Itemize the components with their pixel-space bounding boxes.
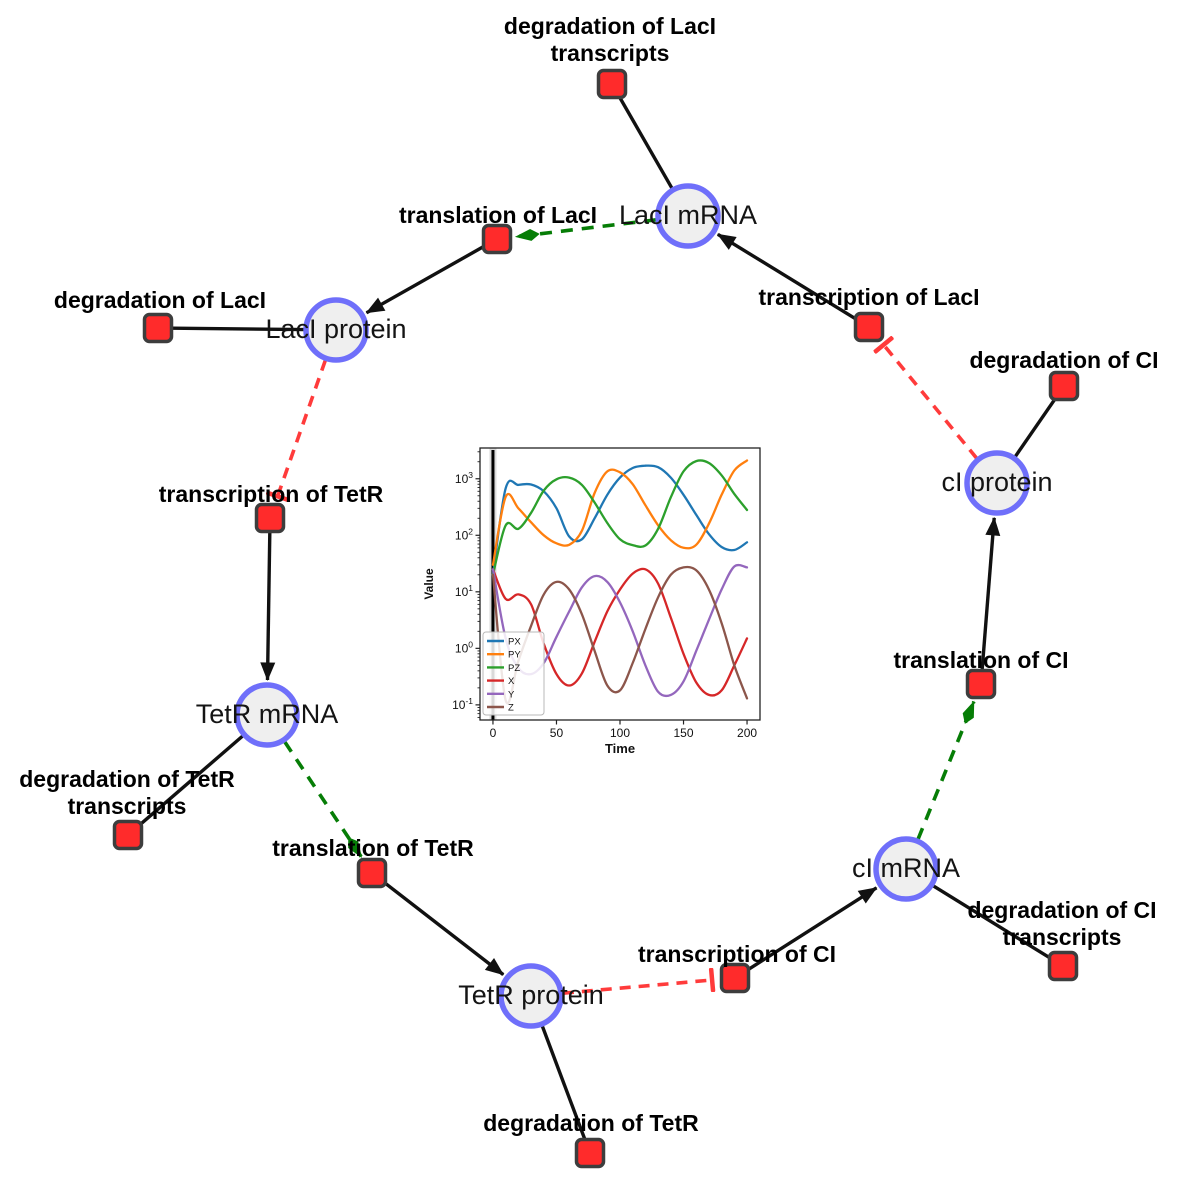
reaction-label-translation_tetr: translation of TetR [272, 835, 474, 861]
node-layer [112, 68, 1080, 1169]
reaction-node-deg_ci_transcripts[interactable] [1047, 950, 1079, 982]
time-series-inset: 0 50 100 150 200 10-1 100 101 102 103 Time Value PX P… [420, 438, 780, 760]
reaction-label-translation_laci: translation of LacI [399, 202, 597, 228]
species-label-tetr_protein: TetR protein [458, 980, 604, 1010]
reaction-node-translation_ci[interactable] [965, 668, 997, 700]
species-node-laci_protein[interactable] [303, 297, 369, 363]
svg-text:103: 103 [455, 470, 473, 486]
edge-transcription_ci-ci_mrna [746, 886, 878, 972]
edge-ci_mrna-translation_ci [916, 700, 976, 840]
species-node-tetr_mrna[interactable] [234, 682, 300, 748]
y-axis-label: Value [422, 568, 436, 600]
reaction-label-transcription_laci: transcription of LacI [758, 284, 979, 310]
reaction-node-deg_laci[interactable] [142, 312, 174, 344]
edge-translation_ci-ci_protein [980, 516, 1001, 670]
reaction-node-translation_laci[interactable] [481, 223, 513, 255]
series-line-PY [491, 459, 749, 566]
reaction-node-transcription_tetr[interactable] [254, 502, 286, 534]
species-label-tetr_mrna: TetR mRNA [196, 699, 339, 729]
edge-ci_mrna-deg_ci_transcripts [932, 884, 1052, 960]
edge-ci_protein-deg_ci [1013, 397, 1057, 458]
species-label-ci_protein: cI protein [941, 467, 1052, 497]
reaction-node-deg_tetr[interactable] [574, 1137, 606, 1169]
edge-laci_mrna-translation_laci [514, 218, 657, 241]
reaction-label-transcription_tetr: transcription of TetR [159, 481, 384, 507]
reaction-label-deg_laci_transcripts: degradation of LacI transcripts [504, 13, 716, 66]
legend: PX PY PZ XYZ [482, 631, 545, 716]
reaction-node-transcription_laci[interactable] [853, 311, 885, 343]
svg-text:150: 150 [674, 726, 694, 740]
edge-laci_mrna-deg_laci_transcripts [618, 96, 674, 190]
species-label-ci_mrna: cI mRNA [852, 853, 960, 883]
legend-entry-PY: PY [508, 650, 521, 661]
edge-layer [138, 96, 1057, 1140]
edge-laci_protein-deg_laci [172, 326, 305, 332]
legend-entry-PX: PX [508, 637, 521, 648]
series-line-Z [491, 565, 749, 705]
edge-ci_protein-transcription_laci [884, 345, 979, 460]
edge-translation_laci-laci_protein [365, 244, 485, 315]
legend-entry-Y: Y [508, 689, 515, 700]
svg-text:100: 100 [455, 639, 473, 655]
series-line-PX [491, 464, 749, 576]
svg-text:0: 0 [490, 726, 497, 740]
edge-tetr_mrna-deg_tetr_transcripts [138, 734, 244, 827]
reaction-label-deg_tetr: degradation of TetR [483, 1110, 699, 1136]
reaction-node-deg_laci_transcripts[interactable] [596, 68, 628, 100]
reaction-node-deg_ci[interactable] [1048, 370, 1080, 402]
reaction-node-deg_tetr_transcripts[interactable] [112, 819, 144, 851]
svg-text:102: 102 [455, 526, 473, 542]
species-node-ci_protein[interactable] [964, 450, 1030, 516]
axis-ticks: 0 50 100 150 200 10-1 100 101 102 103 [452, 451, 757, 740]
edge-tetr_protein-transcription_ci [562, 980, 712, 995]
legend-entry-PZ: PZ [508, 663, 520, 674]
species-node-ci_mrna[interactable] [873, 836, 939, 902]
svg-text:200: 200 [737, 726, 757, 740]
reaction-label-transcription_ci: transcription of CI [638, 941, 836, 967]
legend-entry-Z: Z [508, 703, 514, 714]
edge-laci_protein-transcription_tetr [278, 359, 328, 496]
edge-transcription_tetr-tetr_mrna [260, 532, 276, 681]
series-line-PZ [491, 459, 749, 576]
x-axis-label: Time [605, 741, 635, 756]
reaction-label-translation_ci: translation of CI [893, 647, 1068, 673]
reaction-label-deg_ci_transcripts: degradation of CI transcripts [967, 897, 1156, 950]
edge-tetr_mrna-translation_tetr [283, 740, 363, 859]
inset-plot-svg: 0 50 100 150 20010-1100101102103TimeValuePXP… [420, 438, 780, 760]
svg-text:100: 100 [610, 726, 630, 740]
reaction-node-transcription_ci[interactable] [719, 962, 751, 994]
edge-tetr_protein-deg_tetr [540, 1025, 587, 1140]
reaction-label-deg_tetr_transcripts: degradation of TetR transcripts [19, 766, 235, 819]
legend-entry-X: X [508, 676, 515, 687]
species-label-laci_protein: LacI protein [265, 314, 406, 344]
reaction-label-deg_ci: degradation of CI [969, 347, 1158, 373]
species-label-laci_mrna: LacI mRNA [619, 200, 757, 230]
svg-text:50: 50 [550, 726, 564, 740]
reaction-label-deg_laci: degradation of LacI [54, 287, 266, 313]
svg-text:101: 101 [455, 583, 473, 599]
reaction-node-translation_tetr[interactable] [356, 857, 388, 889]
species-node-laci_mrna[interactable] [655, 183, 721, 249]
edge-transcription_laci-laci_mrna [716, 232, 858, 321]
species-node-tetr_protein[interactable] [498, 963, 564, 1029]
edge-translation_tetr-tetr_protein [382, 880, 505, 976]
label-layer: degradation of LacI transcripts translatio… [19, 13, 1158, 1136]
svg-text:10-1: 10-1 [452, 696, 473, 712]
